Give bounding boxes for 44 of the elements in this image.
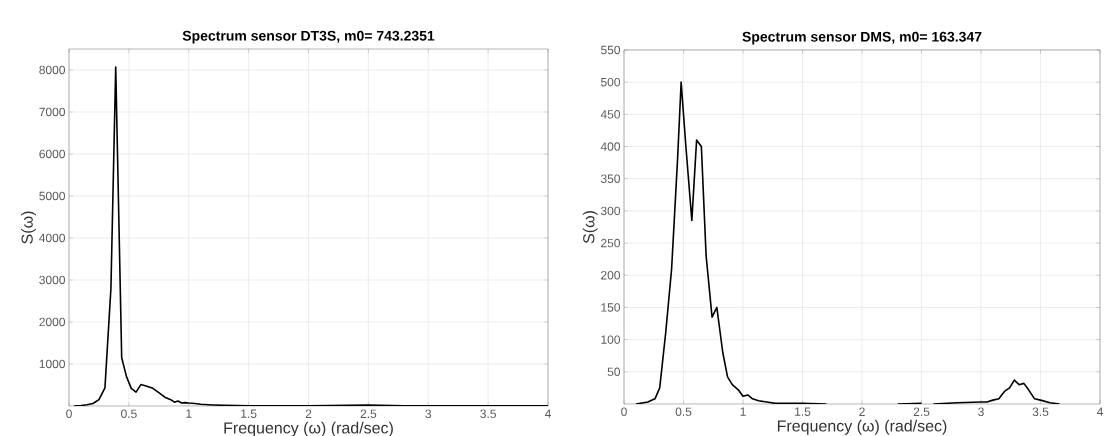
line-series xyxy=(73,66,549,406)
y-tick-label: 4000 xyxy=(39,233,66,243)
y-tick-label: 500 xyxy=(600,77,621,87)
x-tick-label: 1.5 xyxy=(241,409,257,418)
y-tick-label: 6000 xyxy=(39,149,66,159)
y-tick-label: 250 xyxy=(601,238,621,248)
y-tick-label: 3000 xyxy=(39,275,66,285)
x-tick-label: 3.5 xyxy=(1032,407,1049,417)
x-axis-title: Frequency (ω) (rad/sec) xyxy=(224,421,393,436)
x-tick-label: 3.5 xyxy=(480,409,496,419)
y-tick-label: 7000 xyxy=(39,107,66,117)
x-axis-title: Frequency (ω) (rad/sec) xyxy=(777,419,947,435)
x-tick-label: 2 xyxy=(305,409,312,418)
x-tick-label: 1 xyxy=(740,407,746,416)
y-axis-title: S(ω) xyxy=(21,211,36,244)
y-tick-label: 550 xyxy=(600,45,621,55)
x-tick-label: 0.5 xyxy=(121,409,137,419)
x-tick-label: 0 xyxy=(621,407,627,417)
x-tick-label: 4 xyxy=(1096,407,1103,416)
x-tick-label: 2.5 xyxy=(913,407,930,417)
y-tick-label: 5000 xyxy=(39,191,66,201)
y-tick-label: 8000 xyxy=(39,65,66,75)
x-tick-label: 3 xyxy=(425,409,432,419)
x-tick-label: 2.5 xyxy=(360,409,377,419)
y-tick-label: 100 xyxy=(601,335,621,344)
y-tick-label: 400 xyxy=(600,142,621,151)
x-tick-label: 4 xyxy=(544,409,551,418)
x-tick-label: 1.5 xyxy=(795,407,811,416)
x-tick-label: 3 xyxy=(978,407,984,417)
x-tick-label: 0 xyxy=(66,409,72,419)
y-tick-label: 450 xyxy=(600,110,621,119)
y-tick-label: 2000 xyxy=(39,317,66,327)
y-tick-label: 350 xyxy=(600,174,621,183)
y-axis-title: S(ω) xyxy=(582,211,598,244)
x-tick-label: 1 xyxy=(186,409,192,418)
y-tick-label: 200 xyxy=(601,271,621,280)
y-tick-label: 1000 xyxy=(39,359,66,369)
x-tick-label: 0.5 xyxy=(675,407,692,417)
y-tick-label: 300 xyxy=(600,206,621,216)
y-tick-label: 50 xyxy=(607,367,621,377)
y-tick-label: 150 xyxy=(601,303,621,312)
chart-title: Spectrum sensor DMS, m0= 163.347 xyxy=(742,31,982,45)
x-tick-label: 2 xyxy=(859,407,865,416)
chart-title: Spectrum sensor DT3S, m0= 743.2351 xyxy=(182,30,435,44)
